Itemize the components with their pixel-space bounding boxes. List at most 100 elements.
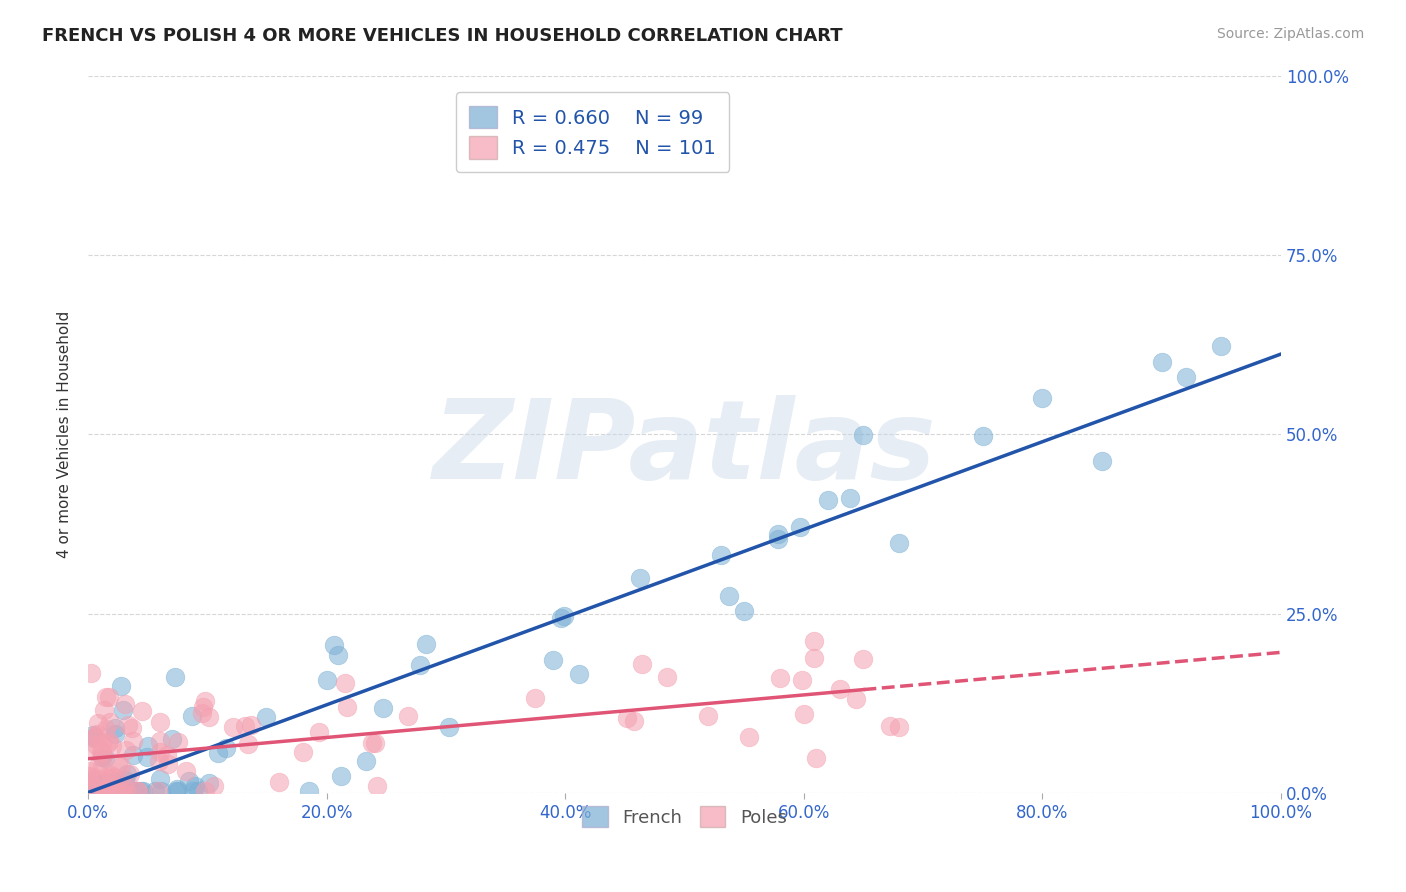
Point bbox=[630, 657, 652, 672]
Point bbox=[737, 730, 759, 744]
Point bbox=[91, 776, 114, 790]
Point bbox=[115, 743, 138, 757]
Point bbox=[1031, 391, 1053, 405]
Point bbox=[94, 784, 117, 798]
Point bbox=[136, 749, 159, 764]
Point bbox=[184, 779, 207, 793]
Point bbox=[84, 729, 107, 743]
Point bbox=[616, 711, 638, 725]
Point bbox=[104, 783, 127, 797]
Point bbox=[769, 671, 792, 685]
Point bbox=[117, 717, 139, 731]
Point bbox=[166, 735, 188, 749]
Point bbox=[191, 706, 214, 720]
Point bbox=[194, 784, 217, 798]
Point bbox=[292, 745, 315, 759]
Point bbox=[354, 754, 377, 768]
Point bbox=[98, 784, 121, 798]
Point bbox=[717, 589, 740, 603]
Point bbox=[298, 784, 321, 798]
Point bbox=[94, 690, 117, 705]
Point bbox=[167, 784, 190, 798]
Point bbox=[817, 492, 839, 507]
Point bbox=[845, 692, 868, 706]
Point bbox=[191, 700, 214, 714]
Point bbox=[1211, 339, 1233, 353]
Point bbox=[553, 608, 575, 623]
Point bbox=[1091, 454, 1114, 468]
Point bbox=[97, 733, 120, 747]
Point bbox=[87, 784, 110, 798]
Point bbox=[84, 738, 107, 752]
Point bbox=[79, 784, 101, 798]
Point bbox=[149, 745, 172, 759]
Point bbox=[361, 735, 384, 749]
Point bbox=[149, 784, 172, 798]
Point bbox=[165, 670, 187, 684]
Point bbox=[409, 658, 432, 673]
Point bbox=[156, 756, 179, 771]
Point bbox=[415, 637, 437, 651]
Point bbox=[80, 666, 103, 681]
Point bbox=[235, 719, 257, 733]
Point bbox=[86, 727, 108, 741]
Point bbox=[121, 722, 143, 736]
Point bbox=[89, 772, 111, 787]
Point bbox=[149, 714, 172, 729]
Point bbox=[79, 784, 101, 798]
Point bbox=[181, 784, 204, 798]
Point bbox=[79, 769, 101, 783]
Point bbox=[97, 736, 120, 750]
Point bbox=[879, 719, 901, 733]
Point bbox=[789, 520, 811, 534]
Point bbox=[254, 710, 277, 724]
Point bbox=[87, 715, 110, 730]
Point bbox=[83, 744, 105, 758]
Point bbox=[177, 774, 200, 789]
Point bbox=[112, 779, 135, 793]
Point bbox=[149, 734, 172, 748]
Point bbox=[366, 779, 388, 793]
Point bbox=[240, 718, 263, 732]
Point bbox=[104, 721, 127, 735]
Point bbox=[100, 768, 122, 782]
Point bbox=[79, 778, 101, 792]
Point bbox=[103, 770, 125, 784]
Point bbox=[110, 759, 132, 773]
Point bbox=[160, 731, 183, 746]
Point bbox=[148, 754, 170, 768]
Point bbox=[371, 701, 394, 715]
Point bbox=[330, 769, 353, 783]
Text: FRENCH VS POLISH 4 OR MORE VEHICLES IN HOUSEHOLD CORRELATION CHART: FRENCH VS POLISH 4 OR MORE VEHICLES IN H… bbox=[42, 27, 842, 45]
Point bbox=[104, 784, 127, 798]
Point bbox=[91, 759, 114, 773]
Point bbox=[96, 784, 118, 798]
Point bbox=[80, 784, 103, 798]
Point bbox=[828, 681, 851, 696]
Point bbox=[90, 750, 112, 764]
Point bbox=[804, 751, 827, 765]
Point bbox=[114, 784, 136, 798]
Point bbox=[202, 780, 225, 794]
Point bbox=[117, 767, 139, 781]
Point bbox=[83, 731, 105, 746]
Point bbox=[79, 784, 101, 798]
Point bbox=[1174, 370, 1197, 384]
Point bbox=[766, 532, 789, 546]
Point bbox=[93, 782, 115, 797]
Point bbox=[111, 703, 134, 717]
Point bbox=[792, 673, 814, 688]
Point bbox=[194, 694, 217, 708]
Point bbox=[851, 427, 873, 442]
Point bbox=[131, 784, 153, 798]
Point bbox=[97, 784, 120, 798]
Point bbox=[98, 772, 121, 786]
Point bbox=[83, 784, 105, 798]
Point bbox=[84, 779, 107, 793]
Point bbox=[437, 719, 460, 733]
Point bbox=[623, 714, 645, 728]
Point bbox=[308, 724, 330, 739]
Point bbox=[187, 784, 209, 798]
Point bbox=[90, 745, 112, 759]
Point bbox=[98, 784, 121, 798]
